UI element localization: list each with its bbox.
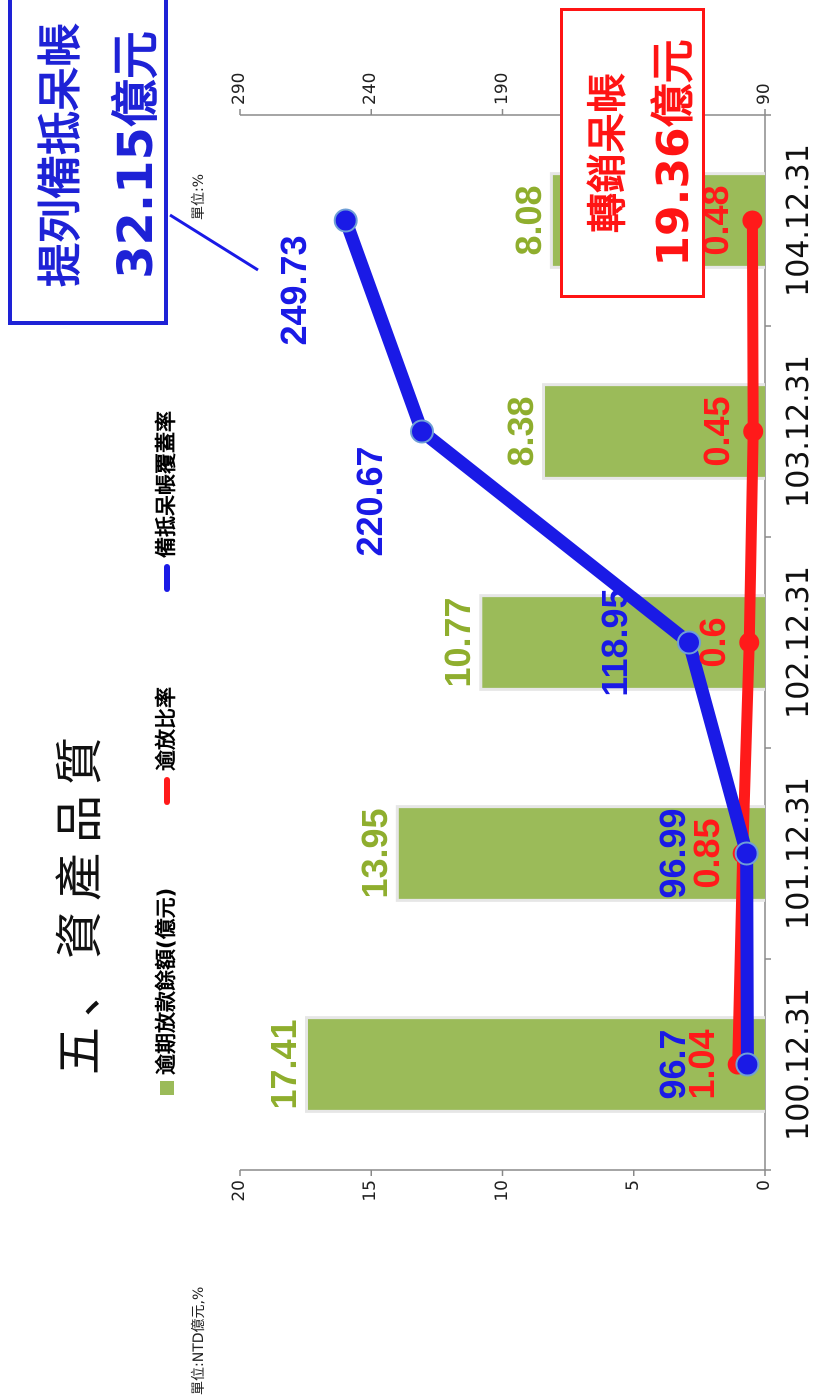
right-tick-label: 190 — [491, 72, 512, 105]
bar-value-label: 17.41 — [262, 1019, 304, 1110]
blue-value-label: 220.67 — [348, 446, 390, 557]
red-point — [742, 210, 763, 231]
blue-value-label: 118.95 — [594, 588, 635, 697]
x-tick-label: 103.12.31 — [781, 355, 816, 508]
left-tick-label: 0 — [754, 1180, 774, 1191]
blue-value-label: 96.99 — [651, 808, 693, 899]
blue-point — [333, 208, 358, 233]
blue-point — [734, 841, 759, 866]
red-value-label: 0.6 — [692, 617, 734, 668]
x-tick-label: 101.12.31 — [781, 777, 816, 930]
blue-value-label: 249.73 — [272, 235, 314, 346]
blue-point — [409, 419, 434, 444]
red-value-label: 0.45 — [696, 396, 738, 467]
blue-value-label: 96.7 — [652, 1029, 694, 1100]
left-tick-label: 15 — [360, 1180, 381, 1202]
red-point — [739, 632, 760, 653]
blue-callout-line2: 32.15億元 — [108, 31, 164, 279]
bar-value-label: 10.77 — [437, 597, 479, 688]
bar — [307, 1019, 765, 1110]
blue-callout-line1: 提列備抵呆帳 — [35, 23, 86, 287]
right-tick-label: 90 — [754, 83, 774, 105]
left-tick-label: 5 — [622, 1180, 643, 1191]
x-tick-label: 104.12.31 — [781, 144, 816, 297]
red-point — [743, 421, 764, 442]
blue-point — [735, 1052, 760, 1077]
red-value-label: 0.85 — [685, 818, 727, 889]
x-tick-label: 100.12.31 — [781, 988, 816, 1141]
left-tick-label: 10 — [491, 1180, 512, 1202]
bar — [545, 386, 766, 477]
blue-callout-leader — [169, 213, 259, 272]
bar — [398, 808, 765, 899]
blue-point — [677, 630, 702, 655]
bar-value-label: 8.08 — [507, 185, 549, 256]
red-callout-line2: 19.36億元 — [648, 39, 699, 267]
left-tick-label: 20 — [229, 1180, 249, 1202]
red-callout: 轉銷呆帳 19.36億元 — [560, 8, 705, 298]
bar-value-label: 13.95 — [353, 808, 395, 899]
red-callout-line1: 轉銷呆帳 — [585, 73, 631, 233]
x-tick-label: 102.12.31 — [781, 566, 816, 719]
right-tick-label: 290 — [229, 72, 249, 105]
bar-value-label: 8.38 — [500, 396, 542, 467]
blue-callout: 提列備抵呆帳 32.15億元 — [8, 0, 168, 325]
right-tick-label: 240 — [360, 72, 381, 105]
